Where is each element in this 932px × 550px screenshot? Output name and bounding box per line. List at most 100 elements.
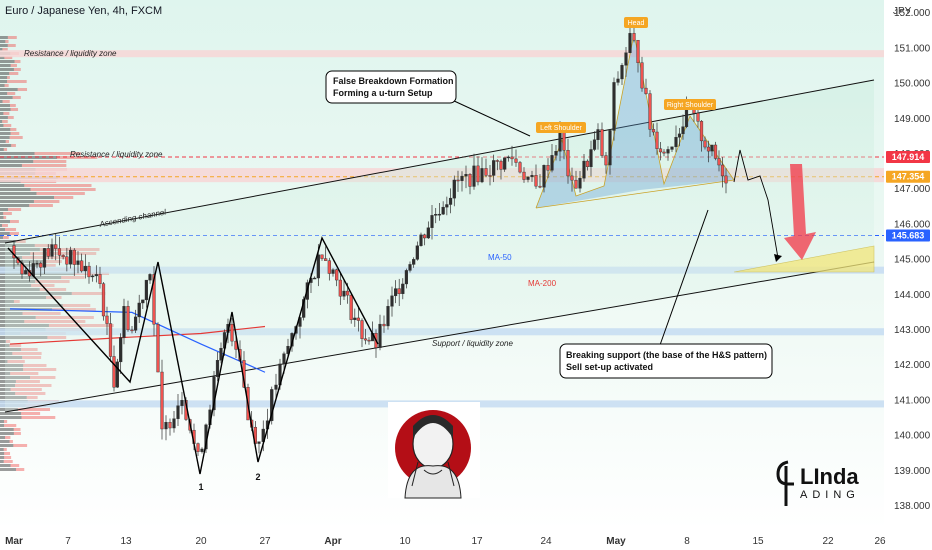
x-tick-label: 15 <box>752 536 764 547</box>
candle-down <box>566 150 570 177</box>
profile-bar-red <box>13 428 21 431</box>
candle-down <box>562 130 566 151</box>
candle-up <box>180 400 184 406</box>
y-tick-label: 144.000 <box>894 290 931 301</box>
candle-down <box>39 263 43 268</box>
profile-bar-dark <box>0 236 4 239</box>
candle-up <box>408 264 412 271</box>
chart-title: Euro / Japanese Yen, 4h, FXCM <box>5 5 162 17</box>
candle-up <box>582 160 586 179</box>
candle-up <box>452 179 456 199</box>
annotation-drawings <box>7 17 875 475</box>
candle-down <box>356 317 360 321</box>
profile-bar-red <box>54 196 74 199</box>
candle-down <box>156 324 160 373</box>
y-tick-label: 147.000 <box>894 184 931 195</box>
profile-bar-red <box>33 160 67 163</box>
profile-bar-red <box>13 68 21 71</box>
candle-up <box>133 316 138 331</box>
profile-bar-dark <box>0 100 3 103</box>
profile-bar-dark <box>0 64 11 67</box>
candle-down <box>112 356 116 388</box>
x-tick-label: Mar <box>5 536 23 547</box>
candle-up <box>200 448 204 452</box>
x-tick-label: 20 <box>195 536 207 547</box>
profile-bar-dark <box>0 216 4 219</box>
candle-up <box>596 129 600 140</box>
profile-bar-red <box>7 36 17 39</box>
profile-bar-red <box>8 208 22 211</box>
candle-up <box>620 65 624 80</box>
candle-up <box>42 248 47 268</box>
profile-bar-dark <box>0 140 6 143</box>
candle-down <box>101 283 106 317</box>
projection-path <box>733 149 779 259</box>
profile-bar-dark <box>0 460 4 463</box>
candle-up <box>176 405 180 419</box>
hs-neckline <box>535 179 735 209</box>
profile-bar-dark <box>0 424 5 427</box>
hs-fill <box>536 34 734 208</box>
profile-bar-red <box>9 136 23 139</box>
sell-arrow <box>784 164 816 260</box>
profile-bar-red <box>4 56 13 59</box>
candle-down <box>604 155 608 166</box>
profile-bar-dark <box>0 192 37 195</box>
candle-down <box>699 121 704 142</box>
candle-up <box>677 133 682 138</box>
candle-down <box>534 175 538 187</box>
candle-up <box>274 384 278 390</box>
profile-bar-red <box>17 88 28 91</box>
candle-up <box>445 204 449 208</box>
price-axis-bg <box>884 0 932 550</box>
profile-bar-dark <box>0 148 4 151</box>
candle-up <box>378 323 382 348</box>
profile-bar-red <box>4 456 12 459</box>
candle-up <box>430 215 434 228</box>
profile-bar-red <box>17 408 51 411</box>
candle-up <box>415 245 419 260</box>
ma200-label: MA-200 <box>528 279 557 288</box>
candle-up <box>448 197 453 205</box>
candle-up <box>172 418 176 429</box>
profile-bar-red <box>10 464 20 467</box>
profile-bar-red <box>4 452 11 455</box>
zone-label-support: Support / liquidity zone <box>432 339 513 348</box>
candle-up <box>530 175 534 178</box>
candle-up <box>76 260 80 265</box>
candle-down <box>61 255 65 257</box>
candle-down <box>658 148 663 153</box>
profile-bar-dark <box>0 92 8 95</box>
x-tick-label: 17 <box>471 536 483 547</box>
profile-bar-dark <box>0 432 14 435</box>
candle-up <box>386 306 390 327</box>
price-tag-label: 145.683 <box>892 231 925 241</box>
profile-bar-red <box>33 200 60 203</box>
tag-left-shoulder: Left Shoulder <box>540 125 582 132</box>
candle-down <box>54 244 58 249</box>
profile-bar-red <box>7 76 10 79</box>
y-tick-label: 139.000 <box>894 466 931 477</box>
candle-down <box>717 158 721 166</box>
y-tick-label: 143.000 <box>894 325 931 336</box>
candle-up <box>215 360 220 377</box>
candle-up <box>441 206 445 215</box>
x-tick-label: 7 <box>65 536 71 547</box>
profile-bar-red <box>10 108 19 111</box>
candle-down <box>105 315 109 324</box>
price-tag-bg <box>886 229 930 242</box>
candle-up <box>492 160 496 176</box>
profile-bar-dark <box>0 40 6 43</box>
profile-bar-red <box>16 468 25 471</box>
profile-bar-red <box>12 96 21 99</box>
candle-down <box>574 179 578 189</box>
candle-down <box>499 160 503 170</box>
candle-down <box>397 288 401 294</box>
candle-up <box>282 353 286 365</box>
candle-up <box>684 107 689 127</box>
tag-right-shoulder: Right Shoulder <box>667 102 714 109</box>
x-tick-label: 8 <box>684 536 690 547</box>
y-tick-label: 138.000 <box>894 501 931 512</box>
candle-down <box>160 371 164 430</box>
